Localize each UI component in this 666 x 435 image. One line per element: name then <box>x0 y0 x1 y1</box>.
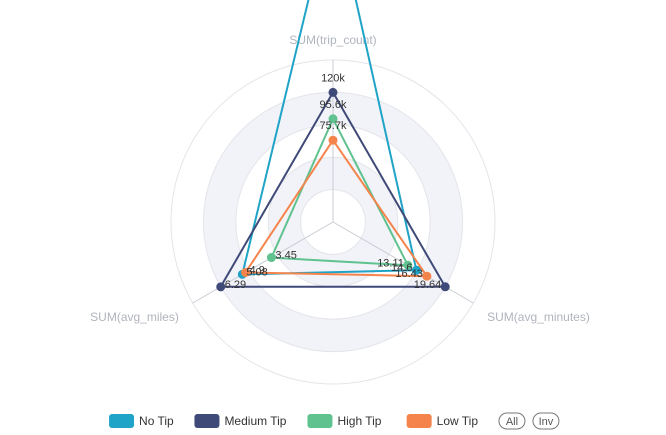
radar-series <box>216 0 450 292</box>
indicator-label-sum-avg-miles: SUM(avg_miles) <box>90 310 179 324</box>
indicator-label-sum-trip-count: SUM(trip_count) <box>289 33 376 47</box>
value-label-low-tip-sum-avg-minutes: 16.43 <box>395 268 423 280</box>
legend-label-medium-tip: Medium Tip <box>224 414 286 428</box>
legend-button-all[interactable]: All <box>498 412 526 430</box>
point-low-tip-sum-avg-minutes[interactable] <box>422 271 432 281</box>
indicator-label-sum-avg-minutes: SUM(avg_minutes) <box>487 310 590 324</box>
legend-item-medium-tip[interactable]: Medium Tip <box>194 414 287 428</box>
indicator-labels: SUM(trip_count) SUM(avg_minutes) SUM(avg_m… <box>90 33 590 324</box>
point-no-tip-sum-avg-minutes[interactable] <box>411 265 421 275</box>
series-line-low-tip <box>244 139 428 278</box>
legend-button-outline-all <box>498 412 526 430</box>
point-medium-tip-sum-trip-count[interactable] <box>328 87 338 97</box>
legend-swatch-high-tip <box>307 414 333 428</box>
value-labels: 14.6 5.08 120k 19.64 6.29 95.6k 13.11 3.45 75.7k… <box>225 72 442 290</box>
value-label-medium-tip-sum-trip-count: 120k <box>321 72 345 84</box>
legend-button-inv[interactable]: Inv <box>532 412 560 430</box>
value-label-medium-tip-sum-avg-minutes: 19.64 <box>414 279 442 291</box>
axis-line-sum-avg-miles <box>192 221 334 304</box>
legend-label-high-tip: High Tip <box>337 414 381 428</box>
legend-button-outline-inv <box>532 412 560 430</box>
legend-swatch-no-tip <box>109 414 135 428</box>
value-label-high-tip-sum-trip-count: 95.6k <box>320 99 347 111</box>
point-low-tip-sum-trip-count[interactable] <box>328 135 338 145</box>
point-low-tip-sum-avg-miles[interactable] <box>241 267 251 277</box>
point-medium-tip-sum-avg-minutes[interactable] <box>440 282 450 292</box>
series-line-no-tip <box>241 0 418 276</box>
legend-item-low-tip[interactable]: Low Tip <box>406 414 479 428</box>
legend-item-high-tip[interactable]: High Tip <box>307 414 382 428</box>
point-high-tip-sum-trip-count[interactable] <box>328 114 338 124</box>
legend-label-low-tip: Low Tip <box>437 414 479 428</box>
legend-label-no-tip: No Tip <box>139 414 174 428</box>
axis-line-sum-avg-minutes <box>332 221 474 304</box>
value-label-high-tip-sum-avg-minutes: 13.11 <box>377 257 404 269</box>
legend-swatch-low-tip <box>406 414 432 428</box>
point-medium-tip-sum-avg-miles[interactable] <box>216 282 226 292</box>
value-label-low-tip-sum-avg-miles: 4.9 <box>250 264 265 276</box>
legend: No Tip Medium Tip High Tip Low Tip All Inv <box>109 412 560 430</box>
value-label-no-tip-sum-avg-minutes: 14.6 <box>391 262 412 274</box>
legend-swatch-medium-tip <box>194 414 220 428</box>
point-high-tip-sum-avg-miles[interactable] <box>266 253 276 263</box>
value-label-high-tip-sum-avg-miles: 3.45 <box>275 250 296 262</box>
value-label-low-tip-sum-trip-count: 75.7k <box>320 120 347 132</box>
legend-button-label-all: All <box>506 416 518 428</box>
legend-item-no-tip[interactable]: No Tip <box>109 414 174 428</box>
point-high-tip-sum-avg-minutes[interactable] <box>403 260 413 270</box>
value-label-no-tip-sum-avg-miles: 5.08 <box>246 266 267 278</box>
series-line-medium-tip <box>219 91 447 288</box>
value-label-medium-tip-sum-avg-miles: 6.29 <box>225 279 246 291</box>
legend-button-label-inv: Inv <box>539 416 554 428</box>
